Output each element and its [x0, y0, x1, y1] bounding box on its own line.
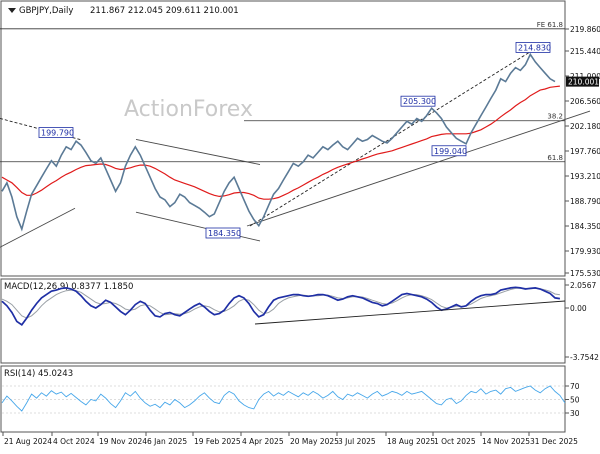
time-tick-label: 21 Aug 2024	[4, 437, 52, 446]
price-annotation-label: 199.790	[41, 129, 74, 138]
price-header: GBPJPY,Daily 211.867 212.045 209.611 210…	[8, 6, 239, 16]
price-annotation-label: 199.040	[434, 147, 467, 156]
price-tick-label: 206.560	[570, 97, 600, 106]
fib-level-label: 38.2	[547, 113, 563, 121]
time-tick-label: 20 May 2025	[290, 437, 339, 446]
rsi-title: RSI(14) 45.0243	[4, 369, 73, 379]
price-tick-label: 219.860	[570, 25, 600, 34]
time-tick-label: 19 Nov 2024	[99, 437, 147, 446]
time-tick-label: 1 Oct 2025	[434, 437, 476, 446]
rsi-axis: 70 50 30	[565, 382, 580, 418]
watermark: ActionForex	[124, 97, 253, 122]
macd-tick-label: 0.00	[570, 304, 587, 313]
ohlc-values: 211.867 212.045 209.611 210.001	[90, 6, 239, 16]
symbol-label: GBPJPY,Daily	[19, 6, 73, 16]
price-tick-label: 184.350	[570, 222, 600, 231]
dropdown-arrow-icon[interactable]	[8, 8, 16, 13]
price-tick-label: 202.180	[570, 122, 600, 131]
price-series	[1, 52, 560, 232]
price-tick-label: 175.530	[570, 269, 600, 278]
macd-axis: 2.0567 0.00 -3.7542	[565, 281, 599, 362]
time-tick-label: 19 Feb 2025	[194, 437, 241, 446]
price-annotation-box	[431, 145, 467, 157]
fib-level-label: FE 61.8	[537, 21, 563, 29]
macd-tick-label: 2.0567	[570, 281, 596, 290]
price-annotations: 199.790 184.350 205.300 199.040 214.830	[38, 42, 551, 239]
price-axis: 219.860 215.440 211.000 206.560 202.180 197.7…	[565, 25, 600, 278]
time-tick-label: 3 Jul 2025	[338, 437, 376, 446]
time-tick-label: 4 Oct 2024	[53, 437, 95, 446]
rsi-line	[1, 385, 566, 412]
macd-trendline	[254, 300, 566, 325]
rsi-tick-label: 70	[570, 382, 580, 391]
fib-level-label: 61.8	[547, 154, 563, 162]
macd-tick-label: -3.7542	[570, 353, 599, 362]
price-annotation-label: 205.300	[403, 97, 436, 106]
price-panel-frame	[0, 0, 566, 277]
price-tick-label: 179.930	[570, 247, 600, 256]
time-tick-label: 4 Apr 2025	[242, 437, 284, 446]
time-tick-label: 14 Nov 2025	[482, 437, 530, 446]
rsi-tick-label: 50	[570, 396, 580, 405]
trendline	[0, 207, 76, 248]
price-annotation-box	[400, 95, 436, 107]
current-price-label: 210.001	[568, 78, 599, 87]
macd-title: MACD(12,26,9) 0.8377 1.1850	[4, 282, 133, 292]
rsi-tick-label: 30	[570, 409, 580, 418]
price-tick-label: 193.210	[570, 172, 600, 181]
time-axis: 21 Aug 2024 4 Oct 2024 19 Nov 2024 6 Jan 20…	[2, 432, 578, 446]
rsi-series	[1, 385, 566, 414]
price-tick-label: 211.000	[570, 72, 600, 81]
macd-line	[1, 286, 561, 326]
time-tick-label: 6 Jan 2025	[147, 437, 187, 446]
price-annotation-label: 214.830	[518, 43, 551, 52]
price-tick-label: 197.760	[570, 147, 600, 156]
price-annotation-label: 184.350	[208, 229, 241, 238]
trendline	[135, 139, 261, 165]
time-tick-label: 31 Dec 2025	[530, 437, 578, 446]
price-line	[1, 52, 556, 232]
price-tick-label: 215.440	[570, 47, 600, 56]
price-annotation-box	[515, 42, 551, 53]
current-price-box	[566, 76, 599, 87]
macd-panel-frame	[0, 278, 566, 364]
price-annotation-box	[205, 227, 241, 239]
price-tick-label: 188.790	[570, 197, 600, 206]
time-tick-label: 18 Aug 2025	[387, 437, 435, 446]
price-annotation-box	[38, 127, 74, 138]
ema-line	[1, 85, 560, 200]
trendline	[246, 110, 591, 227]
macd-series	[1, 286, 566, 326]
